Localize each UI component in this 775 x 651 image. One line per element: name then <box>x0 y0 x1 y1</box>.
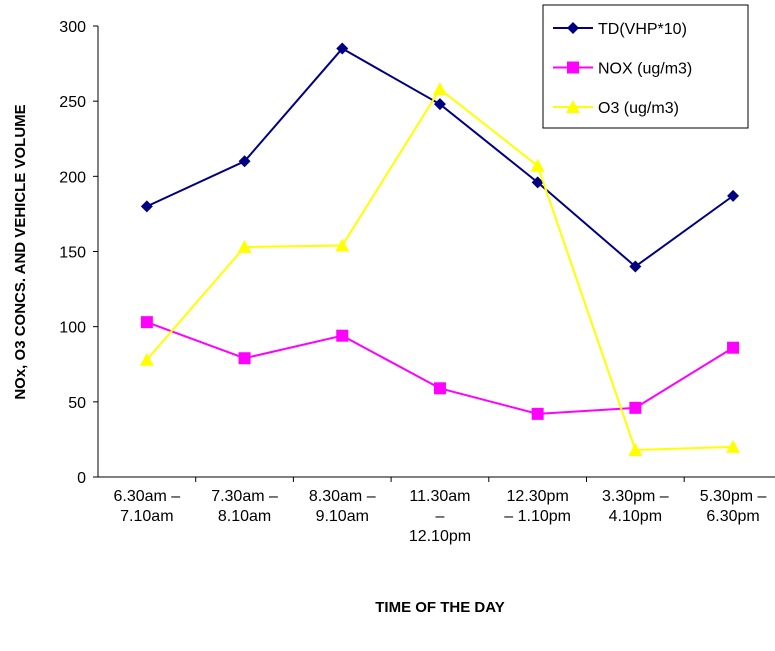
x-tick-label: 5.30pm –6.30pm <box>700 488 767 525</box>
x-tick-label: 8.30am –9.10am <box>309 488 376 525</box>
y-tick-label: 100 <box>59 320 86 337</box>
marker <box>336 42 349 55</box>
x-tick-label: 3.30pm –4.10pm <box>602 488 669 525</box>
marker <box>140 316 153 329</box>
marker <box>531 407 544 420</box>
legend-label: NOX (ug/m3) <box>598 61 692 78</box>
y-tick-label: 300 <box>59 19 86 36</box>
series-line <box>146 87 734 451</box>
marker <box>432 82 447 96</box>
marker <box>628 442 643 456</box>
x-axis-label: TIME OF THE DAY <box>375 599 504 616</box>
series-line <box>146 321 734 415</box>
marker <box>727 189 740 202</box>
y-tick-label: 50 <box>68 395 86 412</box>
x-tick-label: 12.30pm – 1.10pm <box>504 488 571 525</box>
marker <box>433 98 446 111</box>
marker <box>727 341 740 354</box>
legend-marker <box>567 22 579 34</box>
marker <box>530 158 545 172</box>
y-axis-label: NOx, O3 CONCS. AND VEHICLE VOLUME <box>12 104 29 399</box>
y-tick-label: 0 <box>77 470 86 487</box>
marker <box>629 260 642 273</box>
marker <box>335 238 350 252</box>
marker <box>336 329 349 342</box>
legend-label: O3 (ug/m3) <box>598 100 679 117</box>
legend-marker <box>566 100 580 113</box>
marker <box>238 352 251 365</box>
marker <box>726 439 741 453</box>
marker <box>629 401 642 414</box>
marker <box>433 382 446 395</box>
y-tick-label: 200 <box>59 169 86 186</box>
x-tick-label: 11.30am –12.10pm <box>409 488 471 545</box>
marker <box>531 176 544 189</box>
marker <box>237 239 252 253</box>
y-tick-label: 150 <box>59 245 86 262</box>
marker <box>140 200 153 213</box>
legend-marker <box>567 61 579 74</box>
marker <box>139 352 154 366</box>
marker <box>238 155 251 168</box>
x-tick-label: 7.30am –8.10am <box>211 488 278 525</box>
legend-label: TD(VHP*10) <box>598 21 687 38</box>
x-tick-label: 6.30am –7.10am <box>113 488 180 525</box>
y-tick-label: 250 <box>59 94 86 111</box>
